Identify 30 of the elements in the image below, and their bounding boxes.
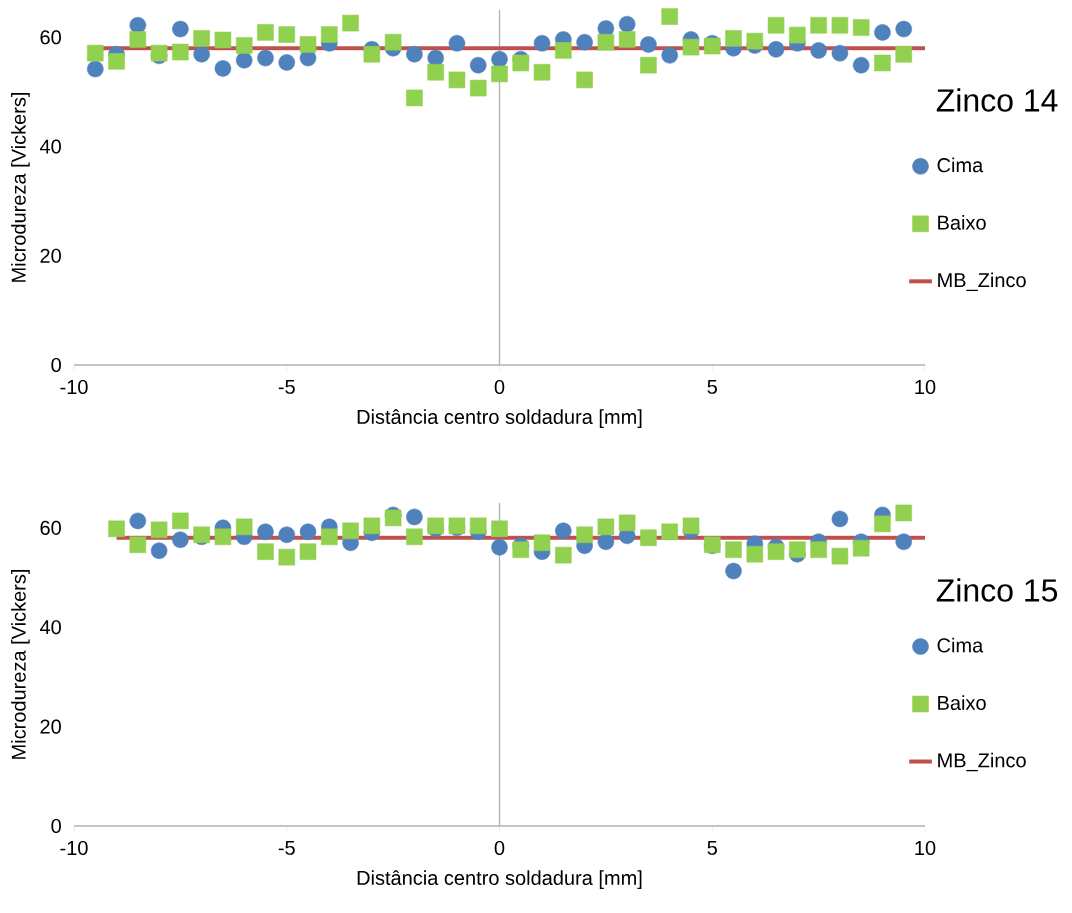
x-tick-label: 10 [915, 840, 936, 856]
legend-label: Cima [937, 637, 984, 653]
y-tick-label: 0 [51, 818, 61, 834]
x-tick-label: -5 [278, 840, 295, 855]
y-axis-title: Microdureza [Vickers] [11, 92, 30, 282]
y-tick-label: 40 [39, 139, 61, 154]
x-tick-label: 5 [707, 840, 717, 855]
legend-label: Baixo [938, 695, 986, 710]
y-tick-label: 40 [39, 620, 61, 635]
y-tick-label: 60 [40, 30, 61, 45]
legend-label: Cima [937, 157, 984, 173]
y-tick-label: 0 [51, 357, 61, 373]
x-axis-title: Distância centro soldadura [mm] [357, 409, 642, 428]
x-tick-label: 0 [494, 379, 505, 395]
text: Zinco 15 [936, 578, 1058, 602]
text: Zinco 14 [936, 88, 1058, 112]
x-tick-label: -5 [278, 379, 295, 394]
y-tick-label: 60 [40, 520, 61, 535]
x-tick-label: -10 [60, 379, 88, 395]
legend-label: MB_Zinco [938, 752, 1026, 772]
y-axis-title: Microdureza [Vickers] [11, 569, 30, 759]
y-tick-label: 20 [40, 719, 61, 734]
x-tick-label: 5 [707, 379, 717, 394]
legend-label: MB_Zinco [938, 272, 1026, 292]
x-tick-label: -10 [60, 840, 88, 856]
x-tick-label: 0 [494, 840, 505, 856]
y-tick-label: 20 [40, 248, 61, 263]
legend-label: Baixo [938, 215, 986, 230]
x-tick-label: 10 [915, 379, 936, 395]
x-axis-title: Distância centro soldadura [mm] [357, 870, 642, 889]
